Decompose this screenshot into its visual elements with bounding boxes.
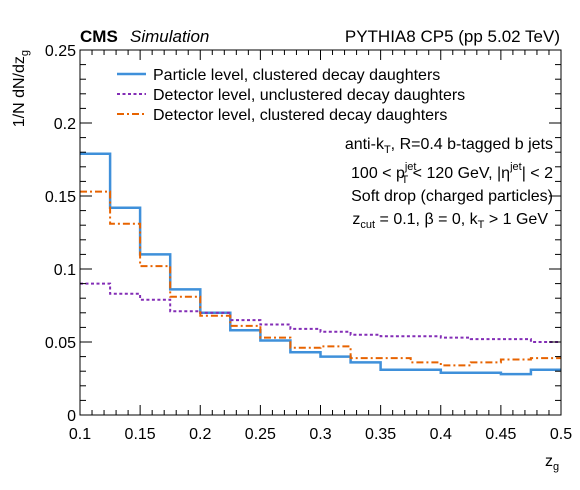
x-tick-label: 0.35 — [365, 426, 396, 443]
cms-label: CMS — [80, 27, 118, 46]
y-tick-label: 0.25 — [45, 43, 76, 60]
y-tick-label: 0.05 — [45, 335, 76, 352]
annotation-softdrop: Soft drop (charged particles) — [351, 188, 553, 205]
x-tick-label: 0.4 — [430, 426, 452, 443]
x-tick-label: 0.2 — [189, 426, 211, 443]
legend: Particle level, clustered decay daughter… — [117, 67, 465, 124]
y-tick-label: 0.2 — [54, 116, 76, 133]
legend-label-2: Detector level, unclustered decay daught… — [153, 87, 465, 104]
collision-label: PYTHIA8 CP5 (pp 5.02 TeV) — [345, 27, 560, 46]
series-line-1 — [80, 152, 561, 376]
svg-text:1/N dN/dzg: 1/N dN/dzg — [11, 50, 31, 127]
x-tick-label: 0.3 — [309, 426, 331, 443]
y-axis-title: 1/N dN/dzg — [11, 50, 31, 127]
series-line-3 — [80, 190, 561, 367]
x-axis-title: zg — [545, 453, 559, 473]
annotation-grooming: zcut = 0.1, β = 0, kT > 1 GeV — [352, 211, 548, 231]
legend-label-3: Detector level, clustered decay daughter… — [153, 107, 447, 124]
x-tick-label: 0.45 — [485, 426, 516, 443]
annotation-kinematics: 100 < pjet T < 120 GeV, |ηjet| < 2 — [351, 161, 553, 186]
y-tick-label: 0.15 — [45, 189, 76, 206]
plot-frame — [79, 49, 562, 416]
simulation-label: Simulation — [130, 27, 209, 46]
y-tick-label: 0.1 — [54, 262, 76, 279]
x-tick-label: 0.5 — [550, 426, 572, 443]
x-tick-label: 0.15 — [125, 426, 156, 443]
annotation-jets: anti-kT, R=0.4 b-tagged b jets — [345, 136, 553, 156]
y-tick-label: 0 — [67, 408, 76, 425]
legend-label-1: Particle level, clustered decay daughter… — [153, 67, 440, 84]
x-tick-label: 0.1 — [69, 426, 91, 443]
annotation-block: anti-kT, R=0.4 b-tagged b jets 100 < pje… — [345, 136, 553, 231]
series-line-2 — [80, 282, 561, 343]
x-tick-label: 0.25 — [245, 426, 276, 443]
